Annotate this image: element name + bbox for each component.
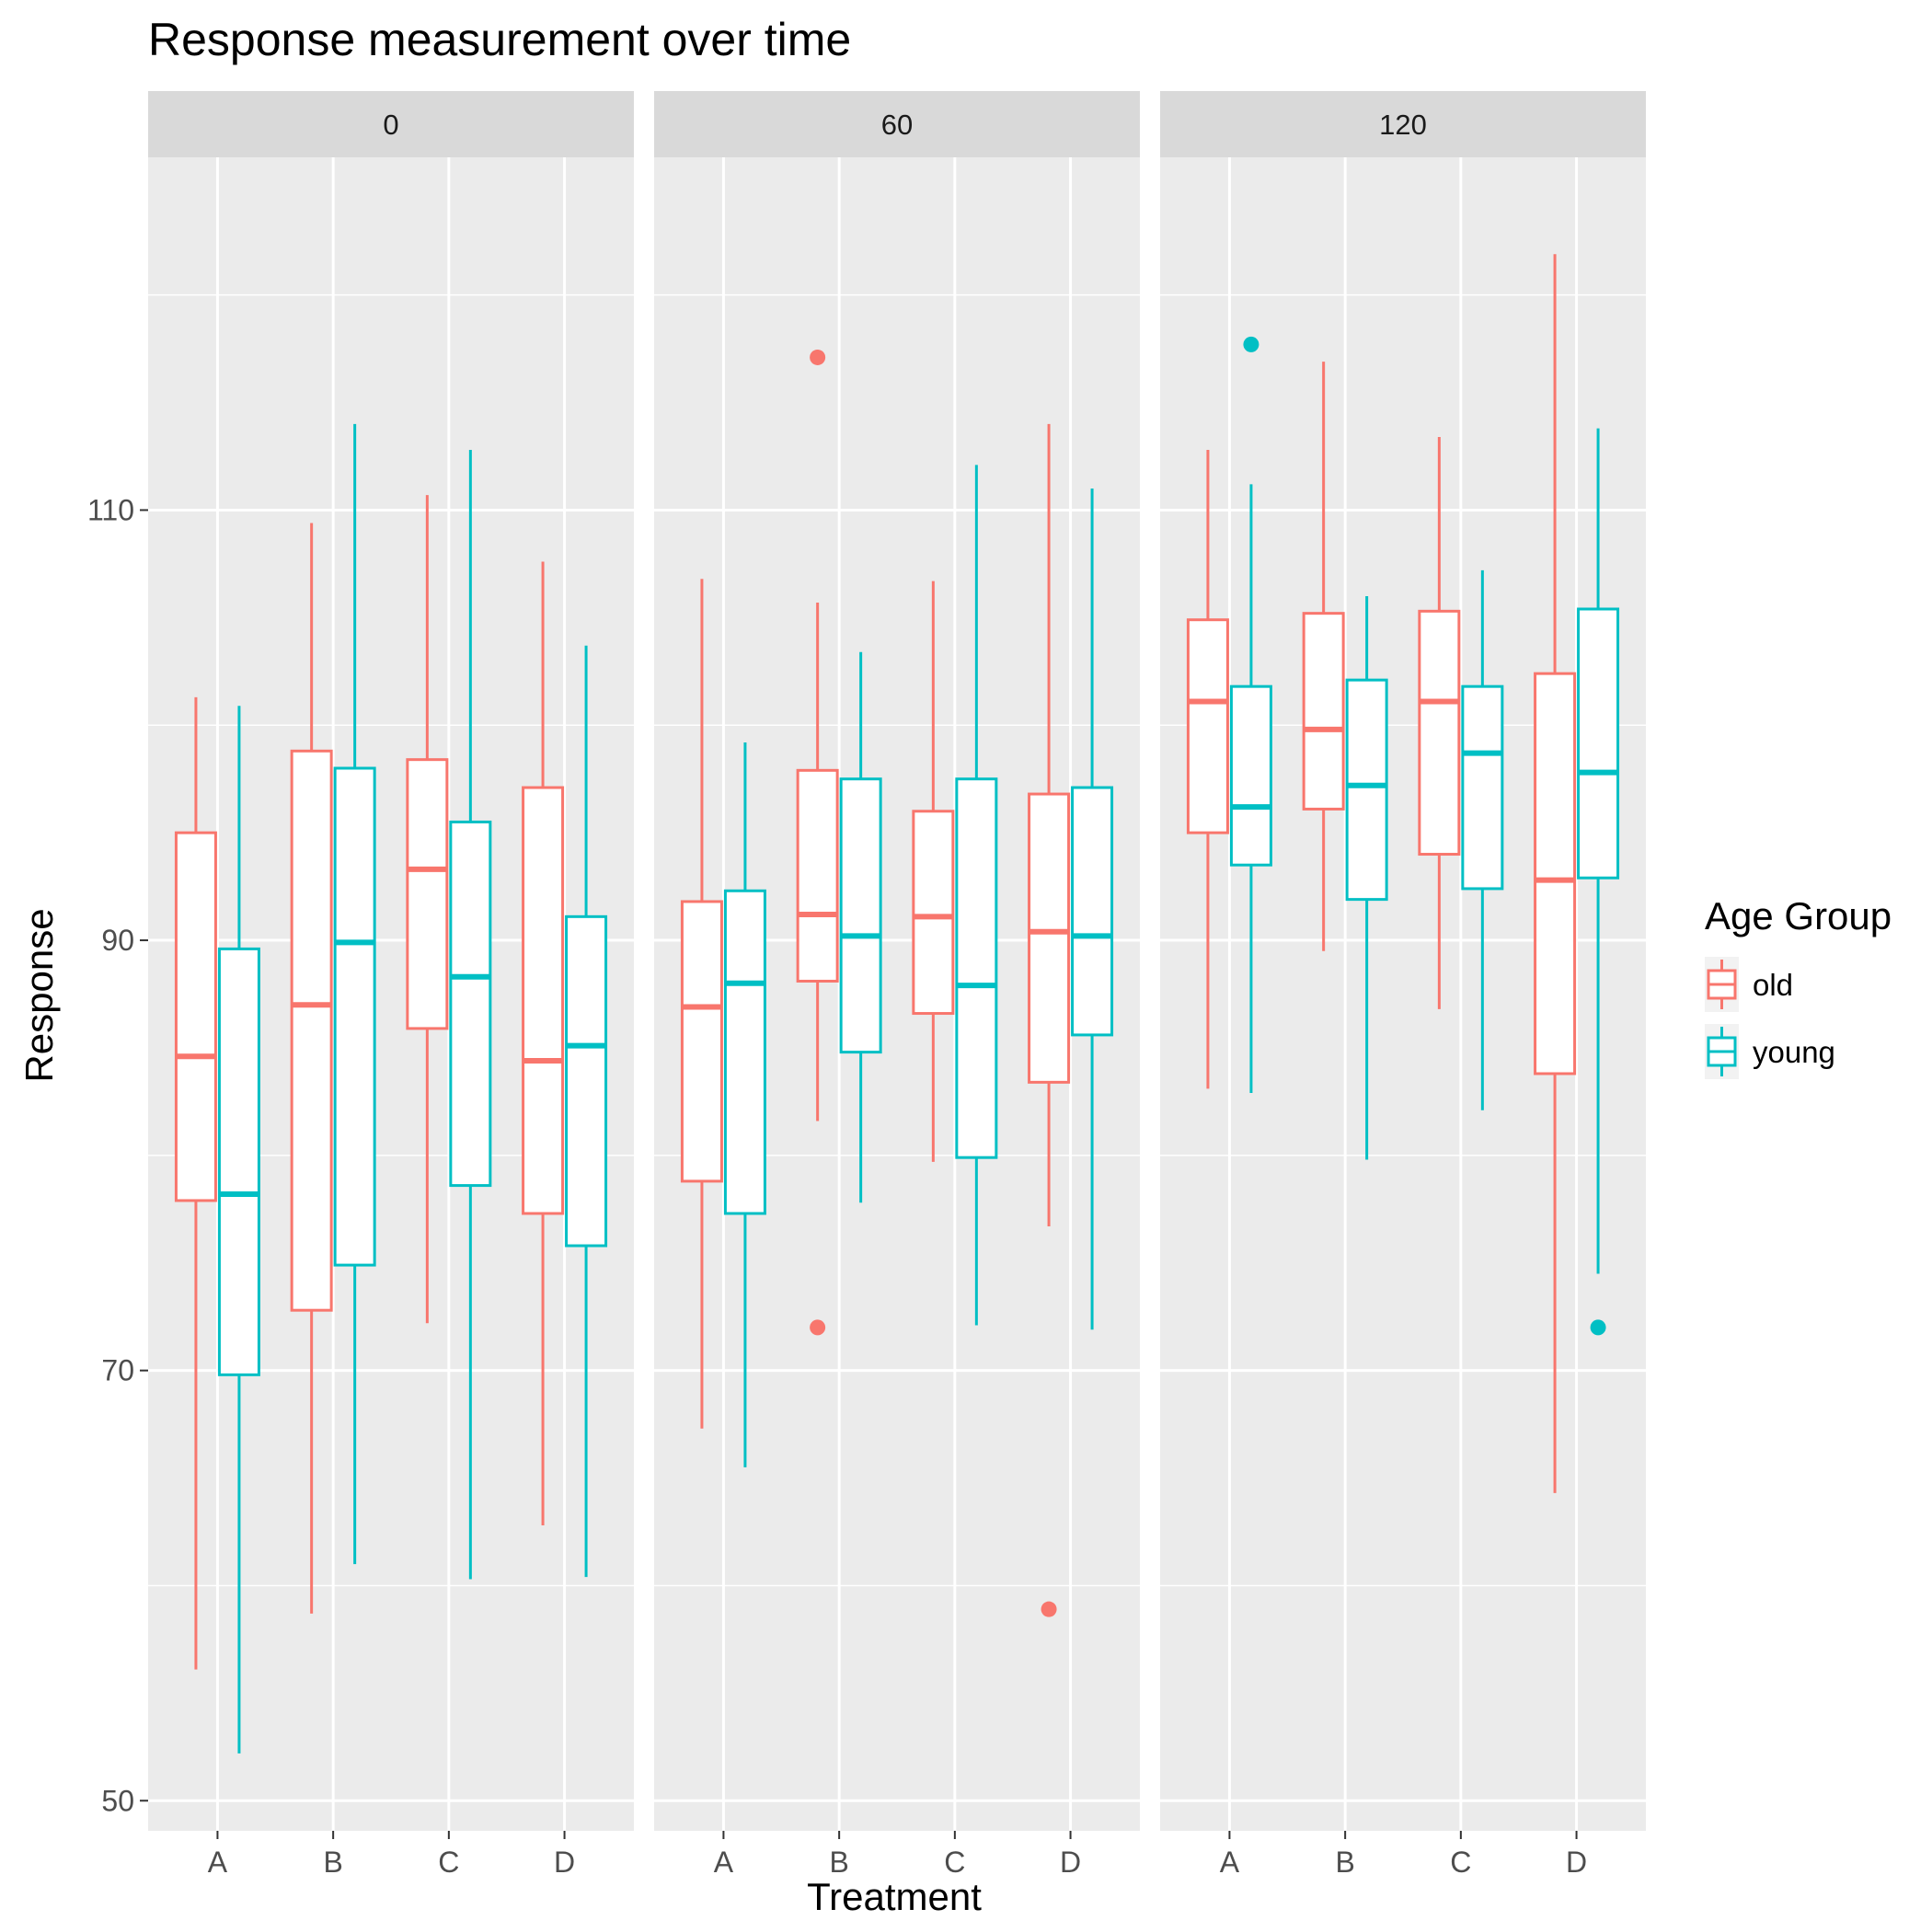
box-iqr [565, 914, 608, 1248]
box-D-old [522, 561, 565, 1525]
box-iqr [406, 758, 449, 1030]
box-iqr [1534, 672, 1577, 1075]
outlier-point [810, 349, 826, 365]
y-tick-label: 90 [101, 924, 134, 957]
x-tick-label: A [208, 1846, 228, 1879]
box-iqr [912, 810, 955, 1016]
legend-keys: old young [1705, 957, 1835, 1079]
box-D-old [1534, 254, 1577, 1493]
facet-panels: 0 A B C D 60 A B C D 120 A B C D 50 70 90 110 [87, 91, 1646, 1879]
facet-strip-label: 120 [1379, 109, 1427, 141]
box-C-old [406, 495, 449, 1324]
legend-item-young: young [1705, 1024, 1835, 1079]
y-tick-label: 50 [101, 1784, 134, 1817]
box-iqr [1302, 612, 1345, 811]
facet-panel-60: 60 A B C D [654, 91, 1140, 1879]
facet-panel-120: 120 A B C D [1160, 91, 1646, 1879]
legend-label-old: old [1753, 968, 1793, 1002]
box-iqr [1461, 684, 1504, 891]
x-tick-label: C [944, 1846, 965, 1879]
box-iqr [796, 768, 839, 983]
legend-item-old: old [1705, 957, 1793, 1012]
box-D-old [1028, 423, 1071, 1617]
x-tick-label: A [1220, 1846, 1240, 1879]
chart-title: Response measurement over time [148, 14, 851, 65]
box-iqr [217, 947, 260, 1376]
box-iqr [839, 777, 882, 1054]
x-tick-label: C [438, 1846, 459, 1879]
y-tick-label: 110 [87, 493, 134, 526]
box-iqr [1028, 792, 1071, 1084]
box-iqr [1071, 786, 1114, 1037]
box-iqr [522, 786, 565, 1215]
box-iqr [333, 766, 376, 1267]
box-A-old [1186, 449, 1229, 1089]
box-iqr [290, 749, 333, 1312]
y-axis-title: Response [17, 908, 61, 1082]
box-B-young [839, 651, 882, 1203]
box-iqr [955, 777, 998, 1159]
box-A-young [217, 706, 260, 1754]
box-iqr [1186, 618, 1229, 834]
x-axis-title: Treatment [807, 1875, 982, 1918]
box-C-young [955, 465, 998, 1326]
box-A-young [723, 742, 766, 1467]
box-iqr [723, 889, 766, 1215]
facet-panel-0: 0 A B C D [148, 91, 634, 1879]
outlier-point [810, 1319, 826, 1336]
x-tick-label: B [1335, 1846, 1354, 1879]
y-axis: 50 70 90 110 [87, 493, 148, 1817]
box-D-young [1577, 428, 1620, 1336]
box-A-old [174, 696, 217, 1670]
x-tick-label: C [1450, 1846, 1471, 1879]
facet-strip-label: 0 [383, 109, 398, 141]
box-C-young [1461, 569, 1504, 1110]
box-B-old [290, 523, 333, 1614]
box-A-young [1229, 336, 1272, 1094]
x-tick-label: B [829, 1846, 848, 1879]
legend: Age Group old young [1705, 894, 1892, 1079]
box-C-old [1418, 436, 1461, 1009]
box-iqr [680, 900, 723, 1183]
box-iqr [449, 820, 492, 1188]
box-B-young [333, 423, 376, 1565]
facet-strip [1160, 91, 1646, 157]
box-iqr [1229, 684, 1272, 867]
box-B-old [796, 349, 839, 1336]
box-D-young [565, 645, 608, 1578]
x-tick-label: D [1060, 1846, 1081, 1879]
legend-title: Age Group [1705, 894, 1892, 937]
legend-label-young: young [1753, 1035, 1835, 1069]
box-B-young [1345, 595, 1388, 1160]
box-C-old [912, 581, 955, 1162]
box-iqr [1345, 678, 1388, 902]
y-tick-label: 70 [101, 1354, 134, 1387]
outlier-point [1243, 336, 1259, 352]
outlier-point [1041, 1601, 1057, 1617]
box-iqr [1418, 609, 1461, 857]
box-B-old [1302, 362, 1345, 951]
box-C-young [449, 449, 492, 1580]
x-tick-label: A [714, 1846, 734, 1879]
box-iqr [174, 831, 217, 1202]
x-tick-label: D [1566, 1846, 1587, 1879]
facet-strip-label: 60 [881, 109, 913, 141]
box-D-young [1071, 489, 1114, 1330]
x-tick-label: B [323, 1846, 342, 1879]
outlier-point [1590, 1319, 1606, 1336]
facet-strip [654, 91, 1140, 157]
box-A-old [680, 579, 723, 1429]
x-tick-label: D [554, 1846, 575, 1879]
facet-strip [148, 91, 634, 157]
box-iqr [1577, 607, 1620, 880]
